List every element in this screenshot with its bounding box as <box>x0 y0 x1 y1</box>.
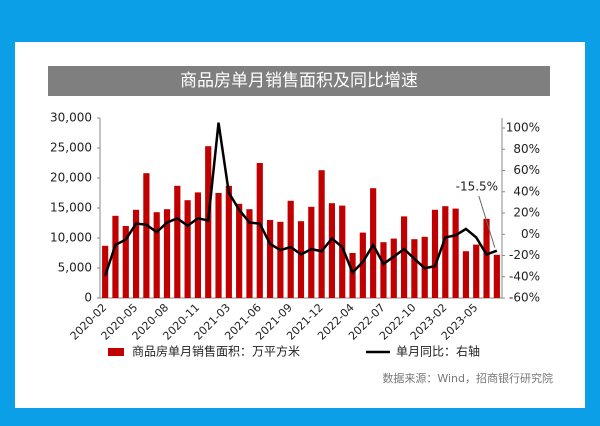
bar <box>205 146 212 298</box>
y-tick-label: 15,000 <box>50 201 92 215</box>
y-tick-label: 30,000 <box>50 111 92 125</box>
bar <box>452 208 459 298</box>
bar <box>390 238 397 298</box>
bar <box>236 203 243 298</box>
annotation: -15.5% <box>456 180 498 194</box>
bar <box>287 200 294 298</box>
bar <box>297 221 305 298</box>
y-tick-label: 20,000 <box>50 171 92 185</box>
bar <box>246 209 253 298</box>
bar <box>473 244 480 298</box>
bar <box>339 205 346 298</box>
line <box>103 122 498 277</box>
y2-tick-label: -20% <box>509 248 540 262</box>
legend-label: 商品房单月销售面积：万平方米 <box>132 344 300 359</box>
bar <box>380 242 387 298</box>
y2-tick-label: -40% <box>509 269 540 283</box>
source: 数据来源：Wind，招商银行研究院 <box>382 371 553 385</box>
y2-tick-label: 80% <box>513 142 540 156</box>
y2-tick-label: 20% <box>513 206 540 220</box>
bar <box>411 239 418 298</box>
bar <box>132 209 140 298</box>
chart-title: 商品房单月销售面积及同比增速 <box>180 71 418 91</box>
bar <box>483 218 490 298</box>
bar <box>328 203 336 298</box>
bar <box>266 220 274 298</box>
bar <box>308 206 315 298</box>
legend-swatch <box>108 348 124 356</box>
bar <box>431 209 439 298</box>
bar <box>225 185 232 298</box>
y2-tick-label: 60% <box>513 163 540 177</box>
bar <box>112 215 119 298</box>
bar <box>174 185 181 298</box>
bar <box>194 192 202 298</box>
bar <box>153 212 160 298</box>
bar <box>215 193 222 298</box>
y2-tick-label: 100% <box>506 121 540 135</box>
y2-tick-label: -60% <box>509 291 540 305</box>
bar <box>184 200 191 298</box>
legend-label: 单月同比：右轴 <box>396 344 480 359</box>
bar <box>493 254 500 298</box>
bar <box>318 170 325 298</box>
y-tick-label: 10,000 <box>50 231 92 245</box>
annotation-leader <box>478 195 496 248</box>
bar <box>277 221 284 298</box>
title-bar <box>48 66 550 96</box>
y2-tick-label: 40% <box>513 184 540 198</box>
bar <box>256 163 263 298</box>
y-tick-label: 0 <box>84 291 92 305</box>
bar <box>143 173 150 298</box>
bar <box>400 216 408 298</box>
bar <box>349 253 356 298</box>
bar <box>462 251 470 298</box>
y-tick-label: 25,000 <box>50 141 92 155</box>
y-tick-label: 5,000 <box>58 261 92 275</box>
bar <box>359 232 366 298</box>
bar <box>122 226 129 298</box>
bar <box>442 206 449 298</box>
bar <box>163 209 171 298</box>
y2-tick-label: 0% <box>521 227 540 241</box>
